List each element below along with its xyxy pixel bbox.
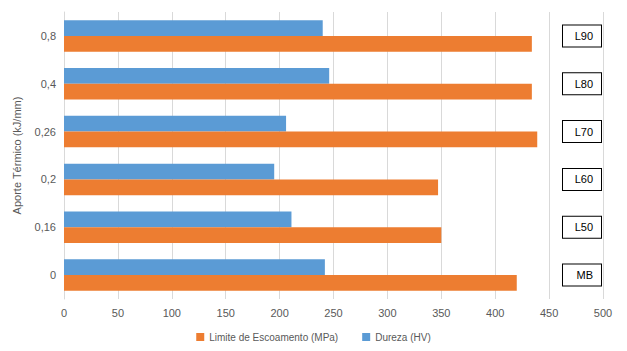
svg-text:0: 0 <box>50 269 56 281</box>
svg-text:L50: L50 <box>575 221 593 233</box>
svg-text:200: 200 <box>270 307 288 319</box>
svg-text:150: 150 <box>217 307 235 319</box>
svg-text:0,26: 0,26 <box>35 126 56 138</box>
svg-text:0,4: 0,4 <box>41 78 56 90</box>
svg-text:450: 450 <box>540 307 558 319</box>
svg-text:0,16: 0,16 <box>35 221 56 233</box>
svg-text:L80: L80 <box>575 78 593 90</box>
svg-text:MB: MB <box>577 269 594 281</box>
svg-text:Aporte Térmico (kJ/mm): Aporte Térmico (kJ/mm) <box>11 97 23 215</box>
svg-text:100: 100 <box>163 307 181 319</box>
svg-text:Limite de Escoamento (MPa): Limite de Escoamento (MPa) <box>209 332 338 343</box>
svg-text:50: 50 <box>112 307 124 319</box>
svg-text:L70: L70 <box>575 126 593 138</box>
svg-text:400: 400 <box>486 307 504 319</box>
svg-text:L90: L90 <box>575 30 593 42</box>
svg-text:250: 250 <box>324 307 342 319</box>
svg-text:0: 0 <box>61 307 67 319</box>
svg-text:350: 350 <box>432 307 450 319</box>
svg-text:300: 300 <box>378 307 396 319</box>
svg-text:L60: L60 <box>575 173 593 185</box>
svg-text:0,8: 0,8 <box>41 30 56 42</box>
svg-text:500: 500 <box>594 307 612 319</box>
svg-text:Dureza (HV): Dureza (HV) <box>375 332 431 343</box>
svg-text:0,2: 0,2 <box>41 173 56 185</box>
